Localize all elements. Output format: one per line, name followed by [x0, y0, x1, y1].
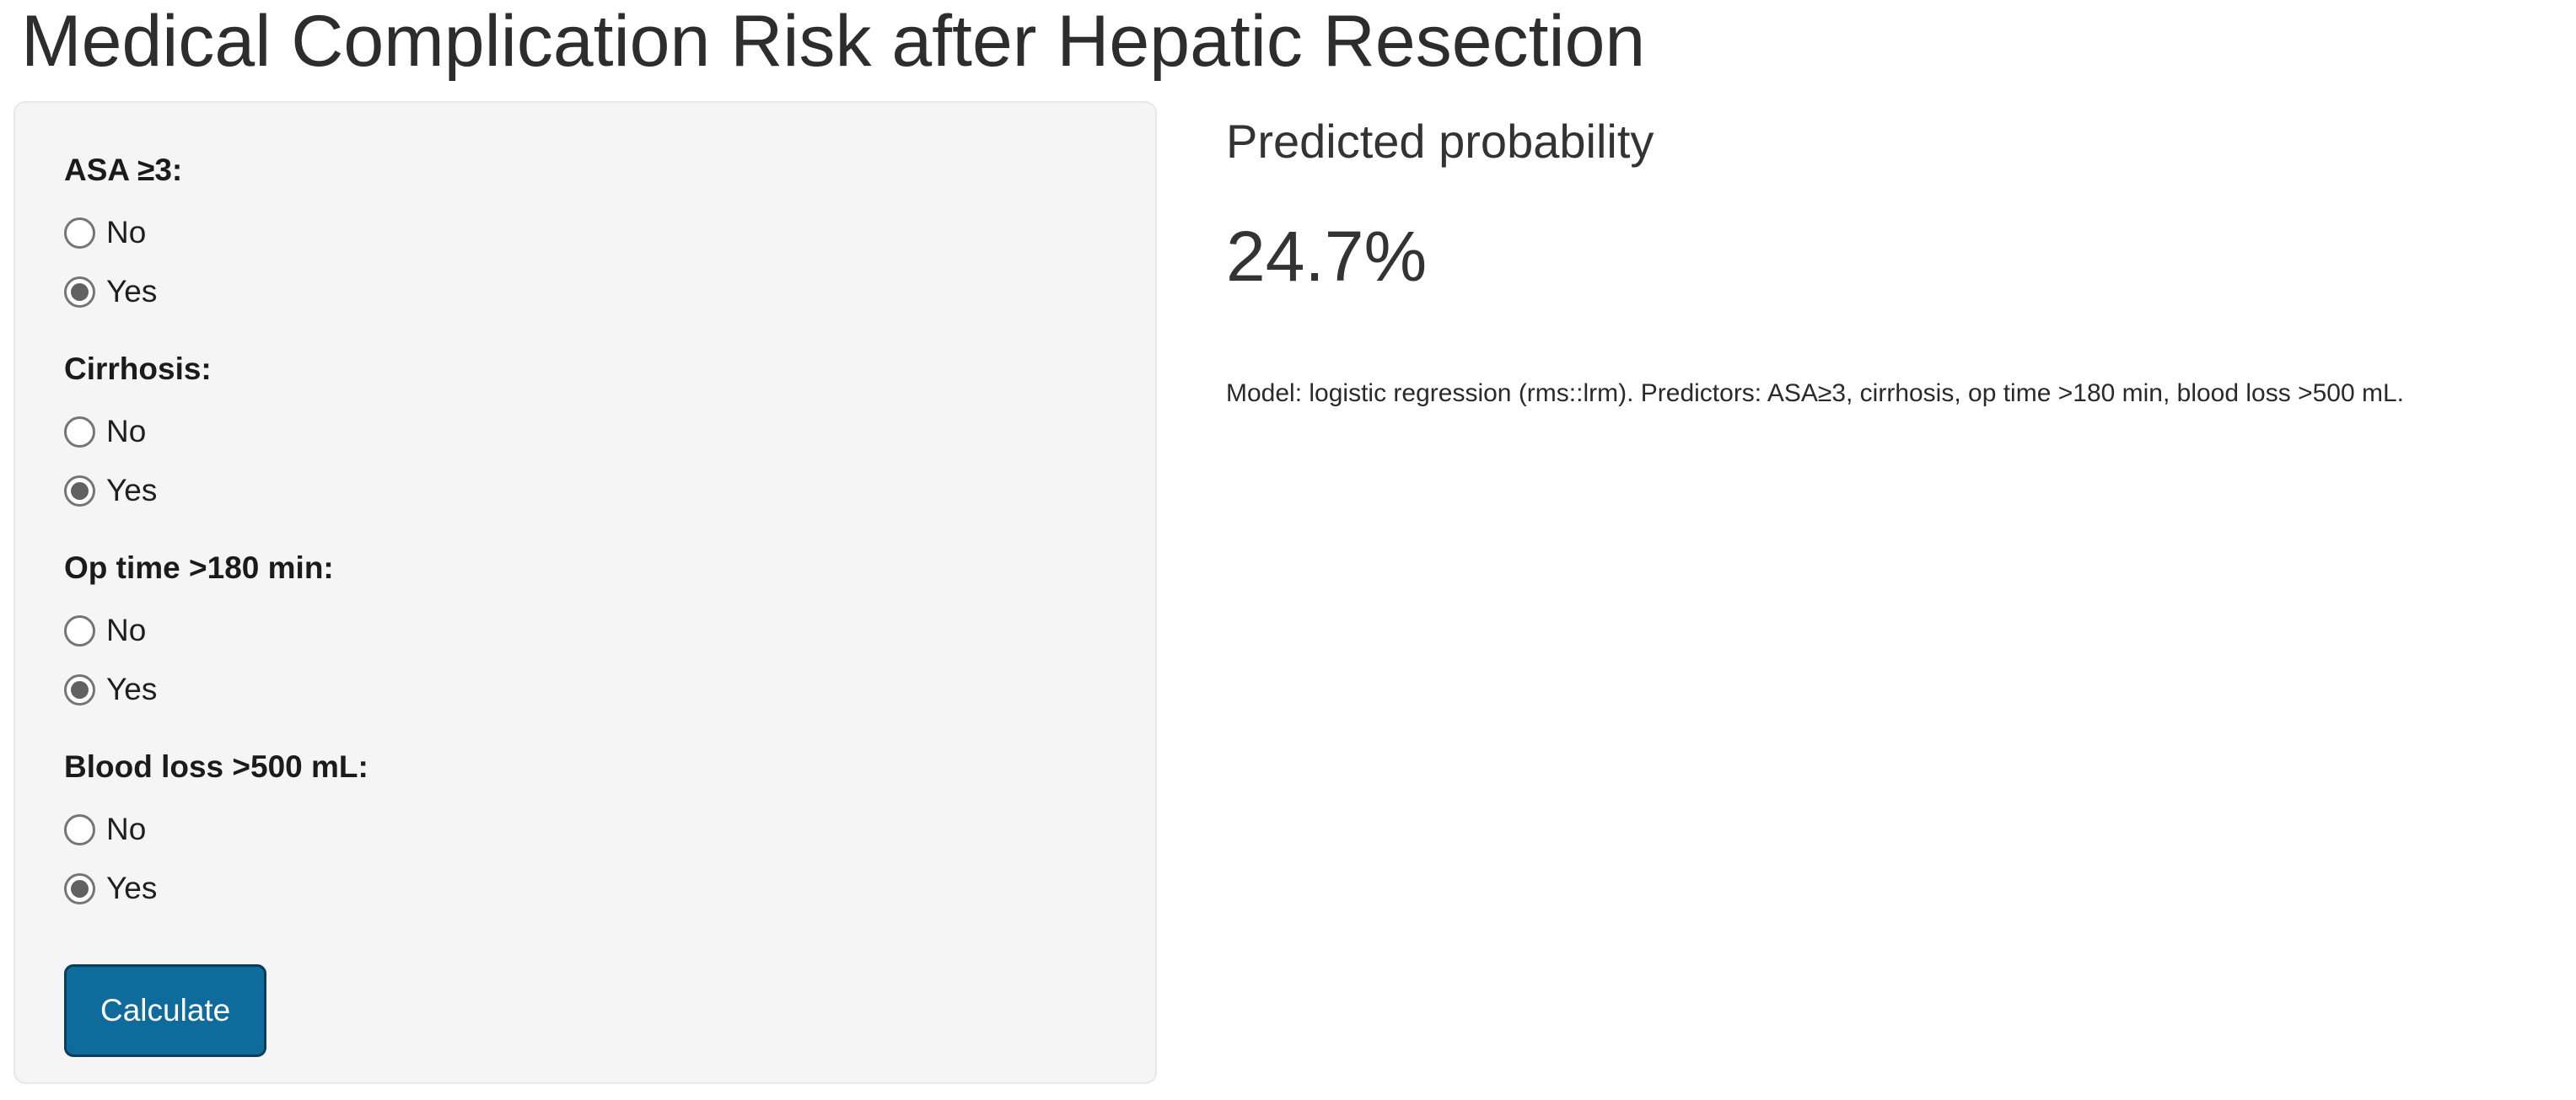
- radio-button-icon[interactable]: [64, 217, 95, 249]
- radio-button-icon[interactable]: [64, 276, 95, 308]
- content-row: ASA ≥3: No Yes Cirrhosis: No Y: [0, 101, 2576, 1084]
- radio-option-label: Yes: [106, 473, 158, 507]
- input-form-panel: ASA ≥3: No Yes Cirrhosis: No Y: [13, 101, 1157, 1084]
- radio-option-label: No: [106, 414, 147, 448]
- radio-option-label: Yes: [106, 274, 158, 309]
- radio-option-cirrhosis-no[interactable]: No: [64, 413, 146, 450]
- radio-option-optime-no[interactable]: No: [64, 612, 146, 649]
- radio-option-label: Yes: [106, 871, 158, 905]
- radio-button-icon[interactable]: [64, 813, 95, 845]
- radio-group-optime: Op time >180 min: No Yes: [64, 550, 1106, 708]
- radio-group-label-optime: Op time >180 min:: [64, 550, 334, 585]
- radio-option-label: No: [106, 812, 147, 846]
- radio-button-icon[interactable]: [64, 872, 95, 904]
- page-title: Medical Complication Risk after Hepatic …: [21, 1, 1646, 82]
- model-note: Model: logistic regression (rms::lrm). P…: [1226, 378, 2404, 407]
- result-heading: Predicted probability: [1226, 115, 1654, 168]
- calculate-button[interactable]: Calculate: [64, 964, 267, 1057]
- radio-group-label-cirrhosis: Cirrhosis:: [64, 351, 212, 386]
- radio-option-bloodloss-yes[interactable]: Yes: [64, 870, 157, 907]
- predicted-probability-value: 24.7%: [1226, 217, 1428, 297]
- radio-option-asa-no[interactable]: No: [64, 214, 146, 251]
- radio-button-icon[interactable]: [64, 673, 95, 706]
- radio-button-icon[interactable]: [64, 475, 95, 507]
- radio-group-label-bloodloss: Blood loss >500 mL:: [64, 749, 368, 784]
- radio-button-icon[interactable]: [64, 614, 95, 647]
- radio-option-optime-yes[interactable]: Yes: [64, 671, 157, 708]
- result-panel: Predicted probability 24.7% Model: logis…: [1226, 101, 2576, 409]
- radio-button-icon[interactable]: [64, 416, 95, 448]
- radio-group-cirrhosis: Cirrhosis: No Yes: [64, 351, 1106, 509]
- radio-option-asa-yes[interactable]: Yes: [64, 273, 157, 310]
- radio-option-cirrhosis-yes[interactable]: Yes: [64, 472, 157, 509]
- radio-option-label: Yes: [106, 672, 158, 706]
- radio-group-asa: ASA ≥3: No Yes: [64, 152, 1106, 310]
- radio-option-label: No: [106, 613, 147, 647]
- radio-group-bloodloss: Blood loss >500 mL: No Yes: [64, 749, 1106, 907]
- radio-option-bloodloss-no[interactable]: No: [64, 811, 146, 848]
- radio-option-label: No: [106, 215, 147, 250]
- radio-group-label-asa: ASA ≥3:: [64, 153, 183, 187]
